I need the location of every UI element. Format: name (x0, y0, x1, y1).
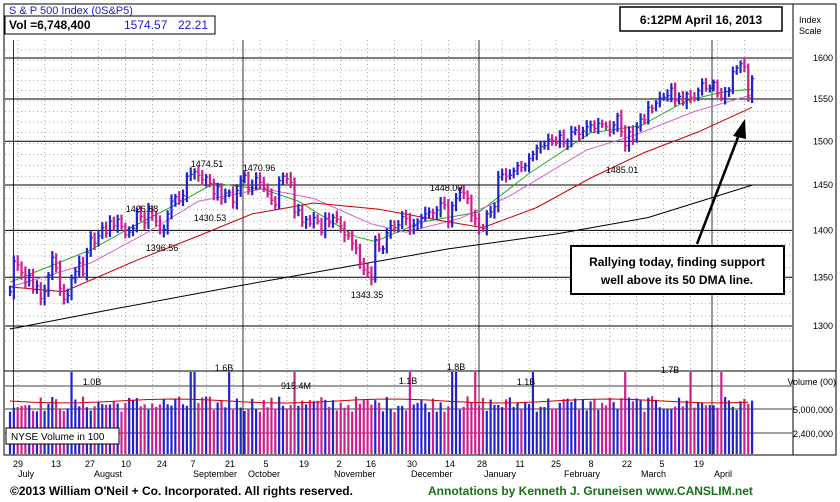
month-label: March (641, 469, 666, 479)
price-annotation: 1485.01 (606, 165, 639, 175)
date-tick-label: 21 (225, 459, 235, 469)
last-price: 1574.57 (124, 18, 168, 32)
price-annotations: 1426.68 1396.56 1474.51 1430.53 1470.96 1343.… (126, 159, 639, 300)
date-tick-label: 19 (694, 459, 704, 469)
date-tick-label: 30 (407, 459, 417, 469)
note-box (570, 245, 785, 295)
month-label: December (411, 469, 453, 479)
date-tick-label: 16 (366, 459, 376, 469)
volume-annotation: 1.7B (661, 365, 680, 375)
date-tick-label: 5 (263, 459, 268, 469)
note-arrow-head (733, 119, 746, 139)
date-tick-label: 11 (515, 459, 524, 469)
volume-annotations: 1.0B 1.6B 915.4M 1.1B 1.8B 1.1B 1.7B (83, 362, 680, 391)
date-tick-label: 28 (477, 459, 487, 469)
volume-axis-tick-1: 5,000,000 (793, 405, 833, 415)
month-label: October (248, 469, 280, 479)
month-label: November (334, 469, 376, 479)
month-label: July (18, 469, 35, 479)
copyright: ©2013 William O'Neil + Co. Incorporated.… (10, 484, 353, 498)
month-label: January (484, 469, 517, 479)
note-line-2: well above its 50 DMA line. (600, 273, 753, 287)
quote-box (4, 15, 216, 35)
date-tick-label: 14 (445, 459, 455, 469)
date-tick-label: 25 (551, 459, 561, 469)
price-tick-label: 1550 (813, 94, 833, 104)
month-label: April (714, 469, 732, 479)
date-tick-label: 10 (121, 459, 131, 469)
month-label: August (94, 469, 123, 479)
price-tick-label: 1300 (813, 321, 833, 331)
scale-label-scale: Scale (799, 26, 822, 36)
volume-moving-average (9, 398, 749, 404)
volume-axis-title: Volume (00) (787, 377, 836, 387)
volume-annotation: 1.1B (399, 376, 418, 386)
price-annotation: 1430.53 (194, 213, 227, 223)
price-bars (8, 57, 755, 306)
index-title: S & P 500 Index (0S&P5) (9, 5, 133, 17)
price-annotation: 1426.68 (126, 204, 159, 214)
price-annotation: 1396.56 (146, 243, 179, 253)
volume-bars (8, 372, 754, 454)
date-tick-label: 5 (659, 459, 664, 469)
volume-annotation: 1.1B (517, 377, 536, 387)
price-tick-label: 1500 (813, 136, 833, 146)
price-change: 22.21 (178, 18, 208, 32)
price-tick-label: 1350 (813, 272, 833, 282)
volume-annotation: 1.0B (83, 377, 102, 387)
annotation-credit: Annotations by Kenneth J. Gruneisen www.… (428, 484, 753, 498)
volume-axis-tick-2: 2,400,000 (793, 429, 833, 439)
date-tick-label: 13 (51, 459, 61, 469)
volume-legend-box (5, 427, 120, 445)
month-label: September (193, 469, 237, 479)
volume-annotation: 1.8B (447, 362, 466, 372)
volume-legend: NYSE Volume in 100 (11, 432, 105, 443)
volume-annotation: 1.6B (215, 363, 234, 373)
ma-line-200-day (9, 184, 753, 330)
date-tick-label: 22 (622, 459, 632, 469)
note-line-1: Rallying today, finding support (589, 255, 765, 269)
price-annotation: 1474.51 (191, 159, 224, 169)
price-tick-label: 1400 (813, 225, 833, 235)
date-tick-label: 19 (299, 459, 309, 469)
price-annotation: 1470.96 (243, 163, 276, 173)
price-axis-ticks: 1300 1350 1400 1450 1500 1550 1600 (813, 53, 833, 331)
timestamp-box (619, 6, 783, 32)
date-tick-label: 29 (13, 459, 23, 469)
price-tick-label: 1600 (813, 53, 833, 63)
scale-label-index: Index (799, 15, 822, 25)
price-annotation: 1448.00 (430, 183, 463, 193)
note-arrow-line (695, 131, 742, 245)
date-tick-label: 27 (85, 459, 95, 469)
volume-readout: Vol =6,748,400 (9, 18, 91, 32)
price-tick-label: 1450 (813, 180, 833, 190)
date-tick-label: 2 (336, 459, 341, 469)
date-tick-label: 24 (157, 459, 167, 469)
price-annotation: 1343.35 (351, 290, 384, 300)
date-tick-label: 8 (588, 459, 593, 469)
month-label: February (564, 469, 601, 479)
ma-line-50-day (9, 106, 753, 293)
date-tick-label: 7 (190, 459, 195, 469)
timestamp: 6:12PM April 16, 2013 (640, 13, 763, 27)
volume-annotation: 915.4M (281, 381, 311, 391)
date-axis-ticks: 29 13 27 10 24 7 21 5 19 2 16 30 14 28 11 25 8 22 5 19 July A… (13, 459, 732, 479)
